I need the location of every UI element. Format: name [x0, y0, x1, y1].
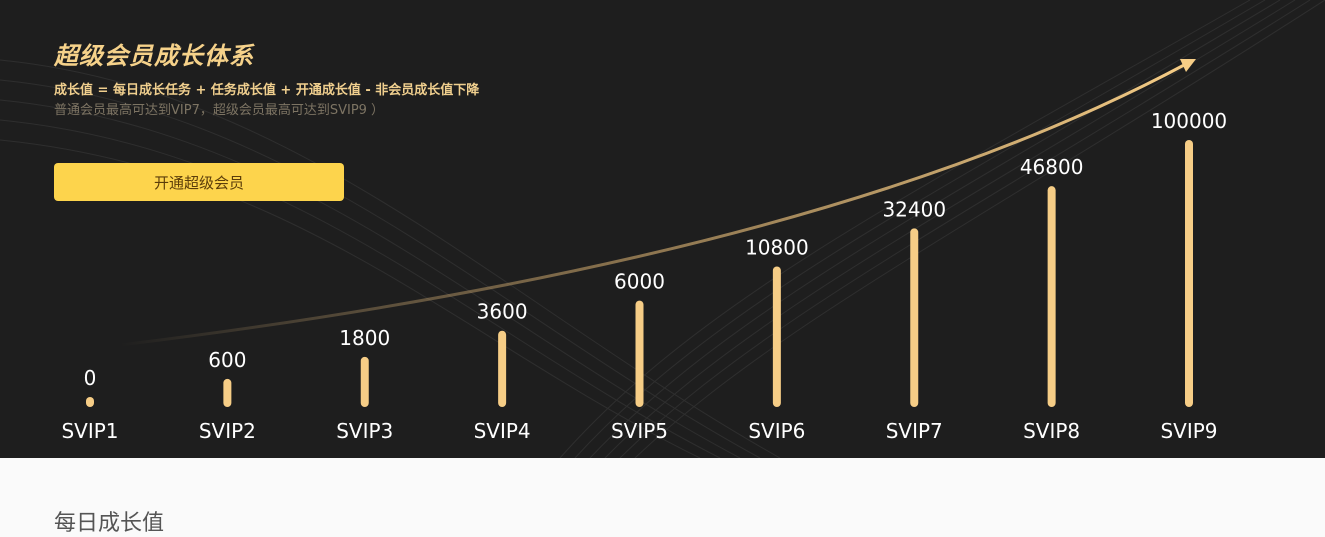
category-label-svip8: SVIP8 — [1023, 419, 1080, 443]
value-label-svip8: 46800 — [1020, 155, 1084, 179]
trend-arrow-line — [118, 62, 1188, 347]
value-label-svip4: 3600 — [477, 300, 528, 324]
value-label-svip1: 0 — [84, 366, 97, 390]
growth-formula: 成长值 = 每日成长任务 + 任务成长值 + 开通成长值 - 非会员成长值下降 — [54, 83, 480, 98]
trend-arrowhead — [1180, 59, 1196, 72]
daily-growth-title: 每日成长值 — [54, 511, 165, 536]
value-label-svip3: 1800 — [339, 326, 390, 350]
category-label-svip2: SVIP2 — [199, 419, 256, 443]
value-label-svip9: 100000 — [1151, 109, 1227, 133]
category-label-svip4: SVIP4 — [474, 419, 531, 443]
growth-hero: 超级会员成长体系 成长值 = 每日成长任务 + 任务成长值 + 开通成长值 - … — [0, 0, 1325, 458]
category-label-svip3: SVIP3 — [336, 419, 393, 443]
value-label-svip7: 32400 — [882, 197, 946, 221]
category-label-svip9: SVIP9 — [1160, 419, 1217, 443]
value-label-svip2: 600 — [208, 348, 246, 372]
category-label-svip7: SVIP7 — [886, 419, 943, 443]
category-label-svip6: SVIP6 — [748, 419, 805, 443]
open-svip-button[interactable]: 开通超级会员 — [54, 163, 344, 201]
level-cap-note: 普通会员最高可达到VIP7，超级会员最高可达到SVIP9 ） — [54, 103, 385, 118]
category-label-svip1: SVIP1 — [61, 419, 118, 443]
category-label-svip5: SVIP5 — [611, 419, 668, 443]
value-label-svip5: 6000 — [614, 270, 665, 294]
growth-chart: 0 SVIP1 600 SVIP2 1800 SVIP3 3600 SVIP4 6000 SVIP… — [61, 59, 1227, 443]
page-title: 超级会员成长体系 — [54, 42, 254, 70]
value-label-svip6: 10800 — [745, 235, 809, 259]
